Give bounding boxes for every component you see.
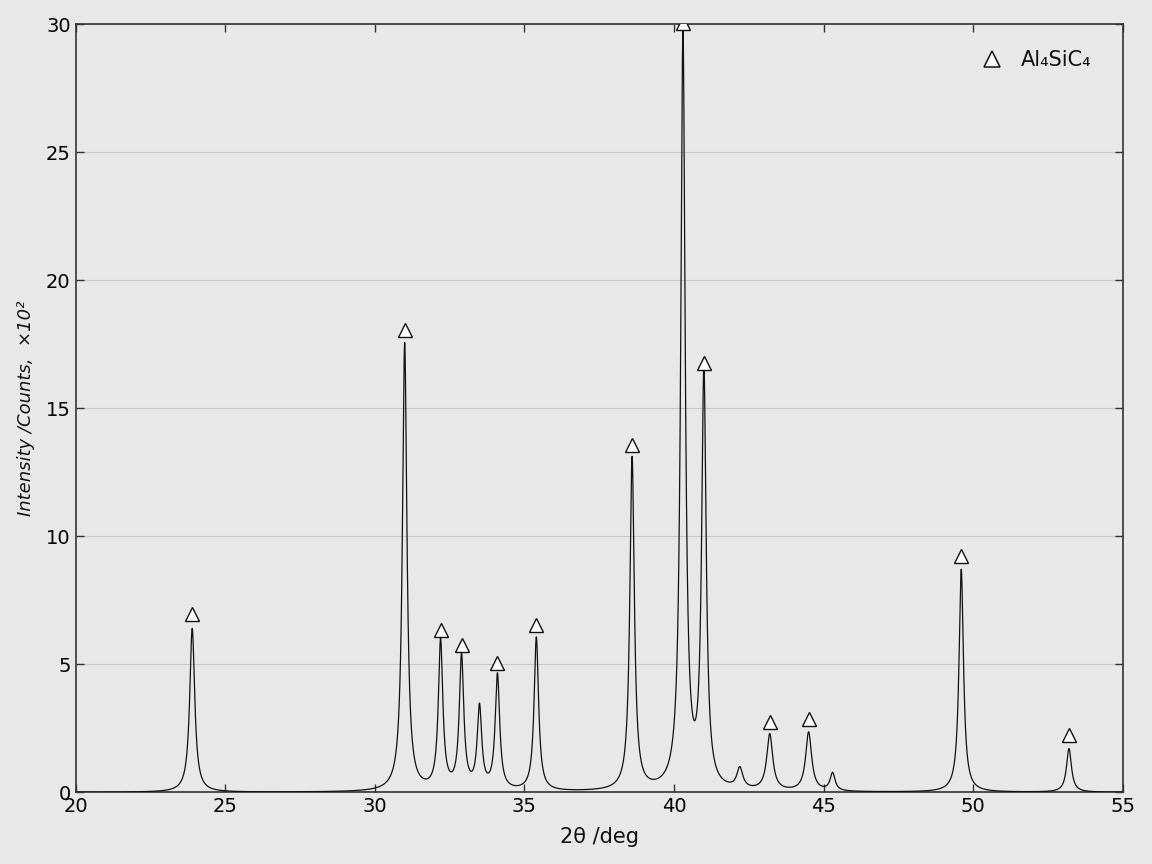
Y-axis label: Intensity /Counts,  ×10²: Intensity /Counts, ×10² — [16, 301, 35, 516]
X-axis label: 2θ /deg: 2θ /deg — [560, 828, 638, 848]
Legend: Al₄SiC₄: Al₄SiC₄ — [971, 50, 1091, 70]
